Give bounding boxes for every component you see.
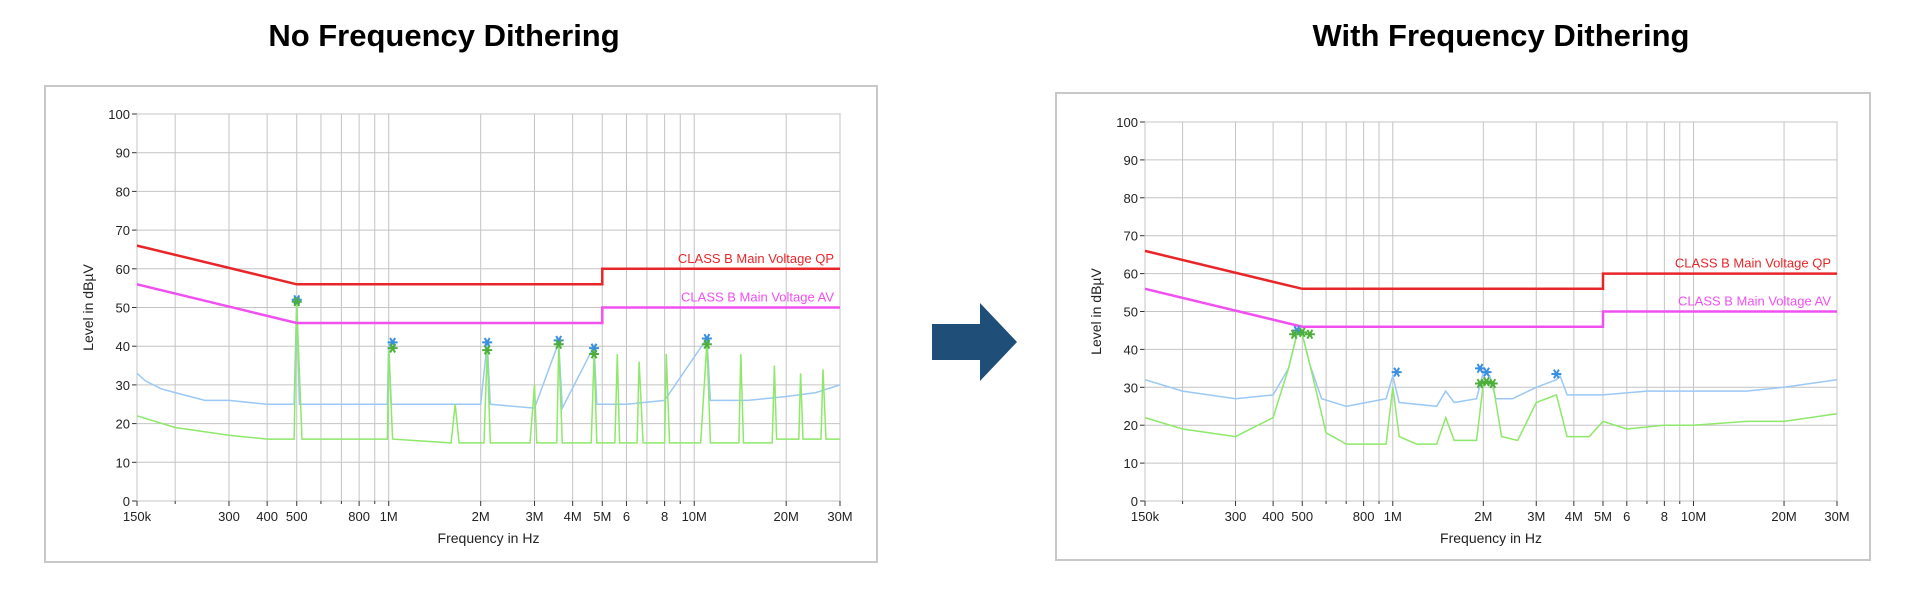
y-tick-label: 50	[116, 301, 130, 316]
peak-marker	[589, 349, 600, 359]
x-tick-label: 1M	[380, 509, 398, 524]
series-line	[136, 303, 840, 444]
y-tick-label: 60	[1124, 267, 1138, 282]
chart-title: No Frequency Dithering	[268, 18, 619, 53]
y-tick-label: 100	[108, 107, 130, 122]
x-tick-label: 20M	[774, 509, 799, 524]
y-tick-label: 40	[1124, 342, 1138, 357]
x-tick-label: 400	[256, 509, 278, 524]
limit-label: CLASS B Main Voltage AV	[681, 290, 834, 305]
x-tick-label: 300	[218, 509, 240, 524]
x-tick-label: 4M	[1565, 509, 1583, 524]
y-tick-label: 90	[116, 146, 130, 161]
x-axis-label: Frequency in Hz	[438, 530, 540, 546]
y-tick-label: 60	[116, 262, 130, 277]
x-tick-label: 800	[1353, 509, 1375, 524]
arrow	[932, 303, 1017, 381]
peak-marker	[1304, 329, 1315, 340]
y-tick-label: 100	[1116, 115, 1138, 130]
x-tick-label: 6	[623, 509, 630, 524]
x-tick-label: 20M	[1771, 509, 1796, 524]
peak-marker	[1551, 369, 1562, 379]
y-tick-label: 80	[1124, 191, 1138, 206]
x-tick-label: 500	[1291, 509, 1313, 524]
x-tick-label: 5M	[1594, 509, 1612, 524]
peak-marker	[1297, 327, 1308, 338]
x-tick-label: 10M	[1681, 509, 1706, 524]
x-tick-label: 30M	[827, 509, 852, 524]
peak-marker	[1475, 378, 1485, 389]
x-tick-label: 300	[1225, 509, 1247, 524]
x-axis-label: Frequency in Hz	[1440, 530, 1542, 546]
x-tick-label: 1M	[1384, 509, 1402, 524]
y-tick-label: 20	[116, 417, 130, 432]
x-tick-label: 4M	[564, 509, 582, 524]
peak-marker	[1481, 367, 1492, 377]
y-axis-label: Level in dBµV	[1088, 268, 1104, 355]
x-tick-label: 30M	[1824, 509, 1849, 524]
y-tick-label: 50	[1124, 305, 1138, 320]
chart-title: With Frequency Dithering	[1313, 18, 1690, 53]
x-tick-label: 10M	[682, 509, 707, 524]
peak-marker	[291, 296, 302, 307]
x-tick-label: 8	[661, 509, 668, 524]
peak-marker	[1487, 378, 1498, 389]
y-tick-label: 70	[116, 223, 130, 238]
series-line	[136, 283, 840, 325]
x-tick-label: 2M	[1474, 509, 1492, 524]
peak-marker	[482, 337, 493, 348]
limit-label: CLASS B Main Voltage AV	[1678, 294, 1831, 309]
x-tick-label: 6	[1623, 509, 1630, 524]
x-tick-label: 150k	[123, 509, 152, 524]
x-tick-label: 500	[286, 509, 308, 524]
y-tick-label: 0	[1131, 494, 1138, 509]
peak-marker	[482, 345, 493, 355]
y-tick-label: 70	[1124, 229, 1138, 244]
y-tick-label: 30	[1124, 380, 1138, 395]
x-tick-label: 5M	[593, 509, 611, 524]
x-tick-label: 150k	[1131, 509, 1160, 524]
limit-label: CLASS B Main Voltage QP	[1675, 256, 1831, 271]
peak-marker	[1391, 367, 1402, 377]
x-tick-label: 8	[1661, 509, 1668, 524]
x-tick-label: 2M	[472, 509, 490, 524]
y-tick-label: 40	[116, 339, 130, 354]
peak-marker	[701, 339, 712, 350]
peak-marker	[1481, 376, 1492, 387]
x-tick-label: 400	[1262, 509, 1284, 524]
peak-marker	[387, 343, 398, 353]
peak-marker	[553, 339, 564, 350]
limit-label: CLASS B Main Voltage QP	[678, 251, 834, 266]
y-tick-label: 0	[123, 494, 130, 509]
peak-marker	[1289, 329, 1300, 340]
y-axis-label: Level in dBµV	[80, 264, 96, 351]
y-tick-label: 30	[116, 378, 130, 393]
x-tick-label: 800	[348, 509, 370, 524]
series-line	[1144, 249, 1837, 291]
y-tick-label: 80	[116, 184, 130, 199]
series-line	[136, 244, 840, 286]
y-tick-label: 90	[1124, 153, 1138, 168]
y-tick-label: 10	[1124, 456, 1138, 471]
y-tick-label: 20	[1124, 418, 1138, 433]
series-line	[1144, 287, 1837, 328]
x-tick-label: 3M	[525, 509, 543, 524]
x-tick-label: 3M	[1527, 509, 1545, 524]
y-tick-label: 10	[116, 455, 130, 470]
